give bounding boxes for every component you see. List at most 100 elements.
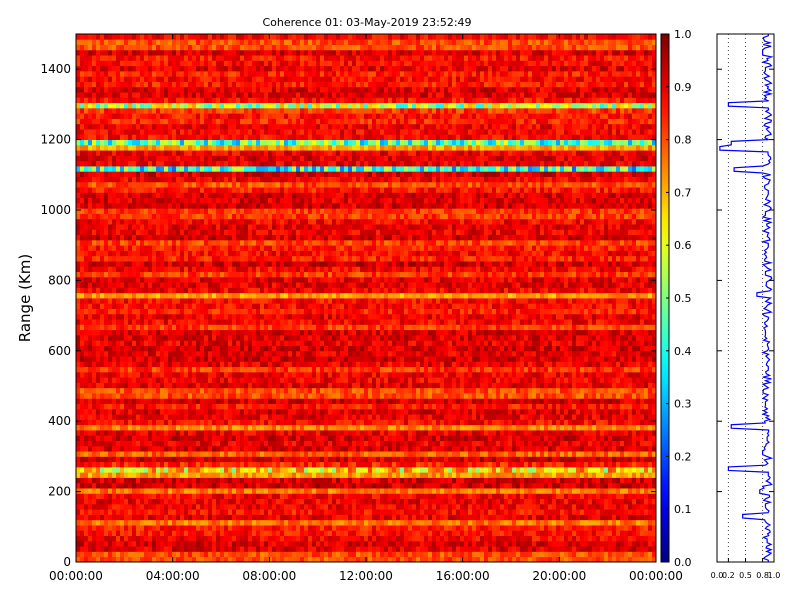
- heatmap-cell: [424, 472, 429, 478]
- heatmap-cell: [628, 472, 633, 478]
- heatmap-cell: [276, 514, 281, 521]
- heatmap-cell: [76, 472, 81, 478]
- heatmap-cell: [504, 435, 509, 441]
- heatmap-cell: [356, 535, 361, 542]
- heatmap-cell: [232, 472, 237, 478]
- heatmap-cell: [484, 488, 489, 494]
- heatmap-cell: [368, 477, 373, 484]
- heatmap-cell: [172, 556, 177, 563]
- heatmap-cell: [600, 509, 605, 515]
- heatmap-cell: [248, 387, 253, 394]
- heatmap-cell: [592, 408, 597, 415]
- heatmap-cell: [380, 556, 385, 563]
- heatmap-cell: [592, 419, 597, 426]
- heatmap-cell: [396, 498, 401, 505]
- heatmap-cell: [432, 387, 437, 394]
- heatmap-cell: [316, 403, 321, 410]
- heatmap-cell: [288, 482, 293, 489]
- heatmap-cell: [548, 503, 553, 510]
- heatmap-cell: [204, 472, 209, 478]
- heatmap-cell: [352, 424, 357, 431]
- heatmap-cell: [476, 477, 481, 484]
- heatmap-cell: [124, 408, 129, 415]
- heatmap-cell: [184, 546, 189, 552]
- heatmap-cell: [408, 488, 413, 494]
- heatmap-cell: [364, 519, 369, 526]
- heatmap-cell: [188, 424, 193, 431]
- heatmap-cell: [548, 414, 553, 420]
- heatmap-cell: [164, 419, 169, 426]
- heatmap-cell: [180, 472, 185, 478]
- heatmap-cell: [376, 551, 381, 558]
- heatmap-cell: [392, 419, 397, 426]
- heatmap-cell: [448, 430, 453, 436]
- heatmap-cell: [100, 387, 105, 394]
- heatmap-cell: [164, 393, 169, 399]
- heatmap-cell: [316, 556, 321, 563]
- heatmap-cell: [192, 440, 197, 447]
- heatmap-cell: [352, 398, 357, 404]
- heatmap-cell: [620, 477, 625, 484]
- heatmap-cell: [336, 435, 341, 441]
- heatmap-cell: [176, 477, 181, 484]
- heatmap-cell: [440, 477, 445, 484]
- heatmap-cell: [228, 535, 233, 542]
- heatmap-cell: [376, 393, 381, 399]
- heatmap-cell: [136, 461, 141, 468]
- heatmap-cell: [552, 456, 557, 463]
- heatmap-cell: [496, 393, 501, 399]
- heatmap-cell: [328, 503, 333, 510]
- heatmap-cell: [348, 382, 353, 389]
- heatmap-cell: [308, 525, 313, 531]
- heatmap-cell: [476, 393, 481, 399]
- heatmap-cell: [160, 424, 165, 431]
- heatmap-cell: [244, 519, 249, 526]
- heatmap-cell: [584, 398, 589, 404]
- heatmap-cell: [496, 424, 501, 431]
- heatmap-cell: [436, 551, 441, 558]
- heatmap-cell: [584, 488, 589, 494]
- heatmap-cell: [412, 445, 417, 452]
- heatmap-cell: [208, 525, 213, 531]
- heatmap-cell: [188, 540, 193, 547]
- heatmap-cell: [644, 393, 649, 399]
- heatmap-cell: [648, 535, 653, 542]
- heatmap-cell: [368, 440, 373, 447]
- heatmap-cell: [352, 535, 357, 542]
- heatmap-cell: [216, 509, 221, 515]
- heatmap-cell: [636, 419, 641, 426]
- heatmap-cell: [456, 482, 461, 489]
- heatmap-cell: [352, 525, 357, 531]
- heatmap-cell: [336, 430, 341, 436]
- heatmap-cell: [436, 408, 441, 415]
- heatmap-cell: [552, 514, 557, 521]
- heatmap-cell: [460, 466, 465, 473]
- heatmap-cell: [632, 408, 637, 415]
- heatmap-cell: [96, 382, 101, 389]
- heatmap-cell: [560, 530, 565, 536]
- heatmap-cell: [292, 493, 297, 500]
- heatmap-cell: [508, 525, 513, 531]
- heatmap-cell: [140, 540, 145, 547]
- heatmap-cell: [256, 519, 261, 526]
- heatmap-cell: [468, 430, 473, 436]
- heatmap-cell: [360, 477, 365, 484]
- heatmap-cell: [108, 551, 113, 558]
- heatmap-cell: [80, 493, 85, 500]
- heatmap-cell: [440, 440, 445, 447]
- heatmap-cell: [152, 546, 157, 552]
- heatmap-cell: [480, 519, 485, 526]
- heatmap-cell: [520, 382, 525, 389]
- heatmap-cell: [468, 546, 473, 552]
- heatmap-cell: [584, 535, 589, 542]
- heatmap-cell: [328, 393, 333, 399]
- heatmap-cell: [548, 472, 553, 478]
- heatmap-cell: [416, 556, 421, 563]
- heatmap-cell: [152, 540, 157, 547]
- heatmap-cell: [532, 551, 537, 558]
- heatmap-cell: [448, 461, 453, 468]
- heatmap-cell: [336, 551, 341, 558]
- heatmap-cell: [124, 503, 129, 510]
- heatmap-cell: [492, 451, 497, 457]
- heatmap-cell: [508, 414, 513, 420]
